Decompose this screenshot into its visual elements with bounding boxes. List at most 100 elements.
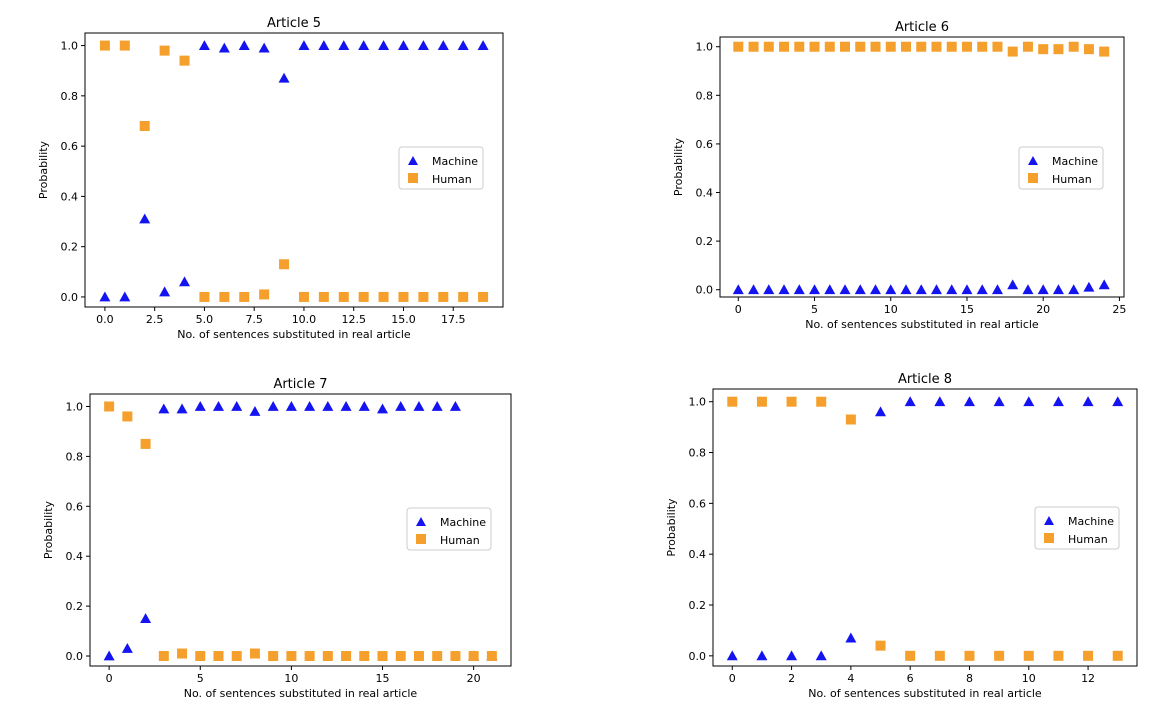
machine-point xyxy=(930,284,942,295)
human-point xyxy=(994,650,1005,661)
machine-point xyxy=(946,284,958,295)
machine-point xyxy=(1022,284,1034,295)
machine-point xyxy=(1052,284,1064,295)
human-point xyxy=(468,651,479,662)
x-tick-label: 25 xyxy=(1112,303,1126,316)
machine-point xyxy=(809,284,821,295)
chart-panel-5: Article 5 0.0 2.5 5.0 7.5 10.0 12.5 15.0 17.5 0.0… xyxy=(37,16,504,341)
y-tick-label: 0.6 xyxy=(696,138,714,151)
human-point xyxy=(413,651,424,662)
y-tick-label: 0.8 xyxy=(689,447,707,460)
machine-point xyxy=(377,403,389,414)
chart-title: Article 6 xyxy=(895,20,949,35)
y-tick-label: 0.4 xyxy=(66,550,84,563)
machine-point xyxy=(340,400,352,411)
machine-point xyxy=(900,284,912,295)
human-point xyxy=(99,40,110,51)
machine-point xyxy=(778,284,790,295)
y-axis-label: Probability xyxy=(665,498,678,557)
human-point xyxy=(359,651,370,662)
human-point xyxy=(870,41,881,52)
machine-point xyxy=(99,291,111,302)
machine-point xyxy=(212,400,224,411)
human-point xyxy=(338,291,349,302)
human-point xyxy=(1083,44,1094,55)
x-tick-label: 15.0 xyxy=(391,313,416,326)
human-point xyxy=(341,651,352,662)
machine-point xyxy=(976,284,988,295)
human-point xyxy=(845,414,856,425)
human-point xyxy=(450,651,461,662)
x-tick-label: 0.0 xyxy=(96,313,114,326)
human-point xyxy=(377,651,388,662)
x-tick-label: 15 xyxy=(960,303,974,316)
human-point xyxy=(934,650,945,661)
human-point xyxy=(1023,650,1034,661)
machine-point xyxy=(477,40,489,50)
legend-machine-marker xyxy=(416,517,426,526)
machine-point xyxy=(457,40,469,50)
machine-point xyxy=(793,284,805,295)
x-tick-label: 6 xyxy=(907,672,914,685)
machine-point xyxy=(395,400,407,411)
y-tick-label: 0.2 xyxy=(696,235,714,248)
human-point xyxy=(779,41,790,52)
machine-point xyxy=(875,406,887,417)
y-tick-label: 0.2 xyxy=(61,241,79,254)
human-point xyxy=(885,41,896,52)
human-point xyxy=(286,651,297,662)
x-tick-label: 2.5 xyxy=(146,313,164,326)
machine-point xyxy=(870,284,882,295)
x-tick-label: 0 xyxy=(735,303,742,316)
x-tick-label: 20 xyxy=(1036,303,1050,316)
machine-point xyxy=(378,40,390,50)
plot-frame xyxy=(712,388,1138,667)
human-point xyxy=(809,41,820,52)
human-point xyxy=(177,648,188,659)
chart-panel-7: Article 7 0 5 10 15 20 0.0 0.2 0.4 0.6 0.8 1.0 No. o… xyxy=(42,377,512,700)
human-point xyxy=(1038,44,1049,55)
x-tick-label: 5.0 xyxy=(196,313,214,326)
human-point xyxy=(140,438,151,449)
legend-machine-label: Machine xyxy=(440,516,486,529)
legend-box xyxy=(398,146,484,190)
y-tick-label: 0.0 xyxy=(61,291,79,304)
x-tick-label: 0 xyxy=(106,672,113,685)
human-point xyxy=(916,41,927,52)
human-point xyxy=(398,291,409,302)
human-point xyxy=(840,41,851,52)
legend-human-marker xyxy=(1044,533,1054,543)
human-point xyxy=(905,650,916,661)
x-tick-label: 7.5 xyxy=(245,313,263,326)
legend-box xyxy=(1018,146,1104,190)
human-point xyxy=(961,41,972,52)
x-tick-label: 15 xyxy=(376,672,390,685)
chart-panel-8: Article 8 0 2 4 6 8 10 12 0.0 0.2 0.4 0.6 0.8 1.0 No. … xyxy=(665,372,1138,700)
machine-point xyxy=(158,403,170,414)
y-tick-label: 1.0 xyxy=(66,400,84,413)
y-tick-label: 0.8 xyxy=(696,89,714,102)
machine-point xyxy=(993,396,1005,407)
machine-point xyxy=(1098,279,1110,290)
machine-point xyxy=(1112,396,1124,407)
human-point xyxy=(794,41,805,52)
machine-point xyxy=(934,396,946,407)
human-point xyxy=(1068,41,1079,52)
plot-frame xyxy=(84,32,504,308)
human-point xyxy=(727,396,738,407)
legend-box xyxy=(1034,506,1120,550)
x-axis-label: No. of sentences substituted in real art… xyxy=(177,328,411,341)
human-point xyxy=(249,648,260,659)
human-point xyxy=(964,650,975,661)
legend-machine-marker xyxy=(408,156,418,165)
machine-point xyxy=(732,284,744,295)
machine-point xyxy=(198,40,210,50)
machine-point xyxy=(304,400,316,411)
machine-point xyxy=(258,42,270,53)
human-point xyxy=(298,291,309,302)
machine-point xyxy=(824,284,836,295)
legend-human-label: Human xyxy=(440,534,480,547)
human-point xyxy=(900,41,911,52)
y-tick-label: 0.8 xyxy=(61,90,79,103)
machine-point xyxy=(159,286,171,297)
